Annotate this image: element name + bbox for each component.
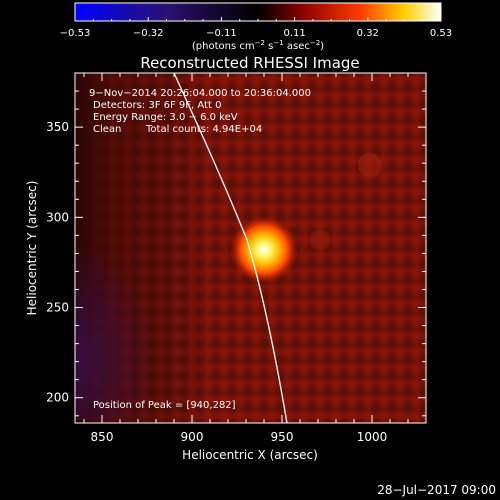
y-tick-label: 350 (46, 120, 69, 134)
map-purple-region (75, 220, 200, 420)
x-tick-label: 850 (91, 430, 114, 444)
y-tick-label: 200 (46, 391, 69, 405)
y-axis-ticks: 200 250 300 350 (46, 72, 426, 417)
solar-limb-line (173, 73, 288, 423)
colorbar-tick-label: 0.11 (283, 28, 305, 39)
image-map (75, 73, 426, 423)
annotation-time-range: 9−Nov−2014 20:26:04.000 to 20:36:04.000 (89, 88, 311, 99)
y-axis-label: Heliocentric Y (arcsec) (25, 181, 39, 316)
x-axis-label: Heliocentric X (arcsec) (182, 448, 318, 462)
x-tick-label: 950 (271, 430, 294, 444)
annotation-energy-range: Energy Range: 3.0 − 6.0 keV (93, 112, 238, 123)
colorbar-units: (photons cm−2 s−1 asec−2) (192, 39, 324, 52)
colorbar-ticks (74, 17, 442, 21)
footer-timestamp: 28−Jul−2017 09:00 (377, 483, 496, 497)
annotation-clean: Clean (93, 124, 121, 135)
x-tick-label: 1000 (357, 430, 388, 444)
image-frame (74, 72, 427, 424)
annotation-peak-position: Position of Peak = [940,282] (93, 400, 236, 411)
map-bright-spot-right (358, 153, 382, 177)
annotation-total-counts: Total counts: 4.94E+04 (145, 124, 262, 135)
y-tick-label: 300 (46, 210, 69, 224)
colorbar-tick-labels: −0.53 −0.32 −0.11 0.11 0.32 0.53 (60, 28, 452, 39)
flare-peak-glow (230, 215, 298, 284)
x-axis-ticks: 850 900 950 1000 (83, 73, 427, 444)
plot-title: Reconstructed RHESSI Image (140, 54, 359, 72)
map-bright-spot-mid (310, 230, 330, 250)
colorbar-tick-label: −0.32 (133, 28, 164, 39)
y-tick-label: 250 (46, 301, 69, 315)
colorbar-tick-label: −0.11 (206, 28, 237, 39)
annotation-detectors: Detectors: 3F 6F 9F, Att 0 (93, 100, 221, 111)
colorbar-tick-label: 0.32 (357, 28, 379, 39)
colorbar-tick-label: 0.53 (430, 28, 452, 39)
annotations: 9−Nov−2014 20:26:04.000 to 20:36:04.000 … (89, 88, 311, 411)
colorbar-tick-label: −0.53 (60, 28, 91, 39)
x-tick-label: 900 (181, 430, 204, 444)
colorbar: −0.53 −0.32 −0.11 0.11 0.32 0.53 (photons cm−… (60, 2, 452, 52)
colorbar-gradient (74, 2, 442, 22)
